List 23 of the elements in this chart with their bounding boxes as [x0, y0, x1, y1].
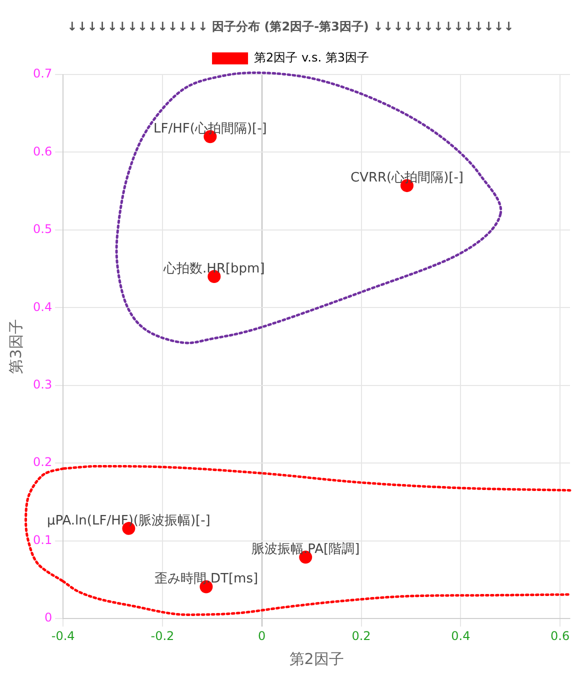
x-axis-title: 第2因子 — [289, 650, 344, 668]
x-tick-label: -0.4 — [51, 628, 75, 643]
x-tick-label: 0.2 — [352, 628, 371, 643]
y-tick-label: 0.6 — [32, 144, 52, 158]
y-tick-label: 0.7 — [32, 66, 52, 81]
annotation: μPA.ln(LF/HF)(脈波振幅)[-] — [46, 513, 210, 528]
y-tick-label: 0.5 — [32, 222, 52, 236]
x-tick-label: 0.6 — [550, 628, 570, 643]
annotation: CVRR(心拍間隔)[-] — [350, 169, 464, 186]
y-axis-title: 第3因子 — [6, 319, 25, 374]
y-tick-label: 0.2 — [32, 455, 52, 470]
y-tick-label: 0.1 — [32, 532, 52, 547]
annotation: 歪み時間.DT[ms] — [154, 572, 258, 587]
x-tick-label: 0.4 — [451, 628, 470, 643]
annotation: 脈波振幅.PA[階調] — [252, 542, 360, 558]
y-tick-label: 0.4 — [32, 300, 52, 314]
x-tick-label: 0 — [258, 628, 266, 643]
x-tick-label: -0.2 — [150, 628, 174, 643]
chart-title: ↓↓↓↓↓↓↓↓↓↓↓↓↓↓ 因子分布 (第2因子-第3因子) ↓↓↓↓↓↓↓↓↓↓↓↓↓↓ — [67, 19, 514, 34]
annotation: 心拍数.HR[bpm] — [162, 260, 265, 276]
y-tick-label: 0 — [44, 610, 52, 625]
y-tick-label: 0.3 — [32, 377, 52, 392]
legend-label: 第2因子 v.s. 第3因子 — [254, 50, 369, 65]
